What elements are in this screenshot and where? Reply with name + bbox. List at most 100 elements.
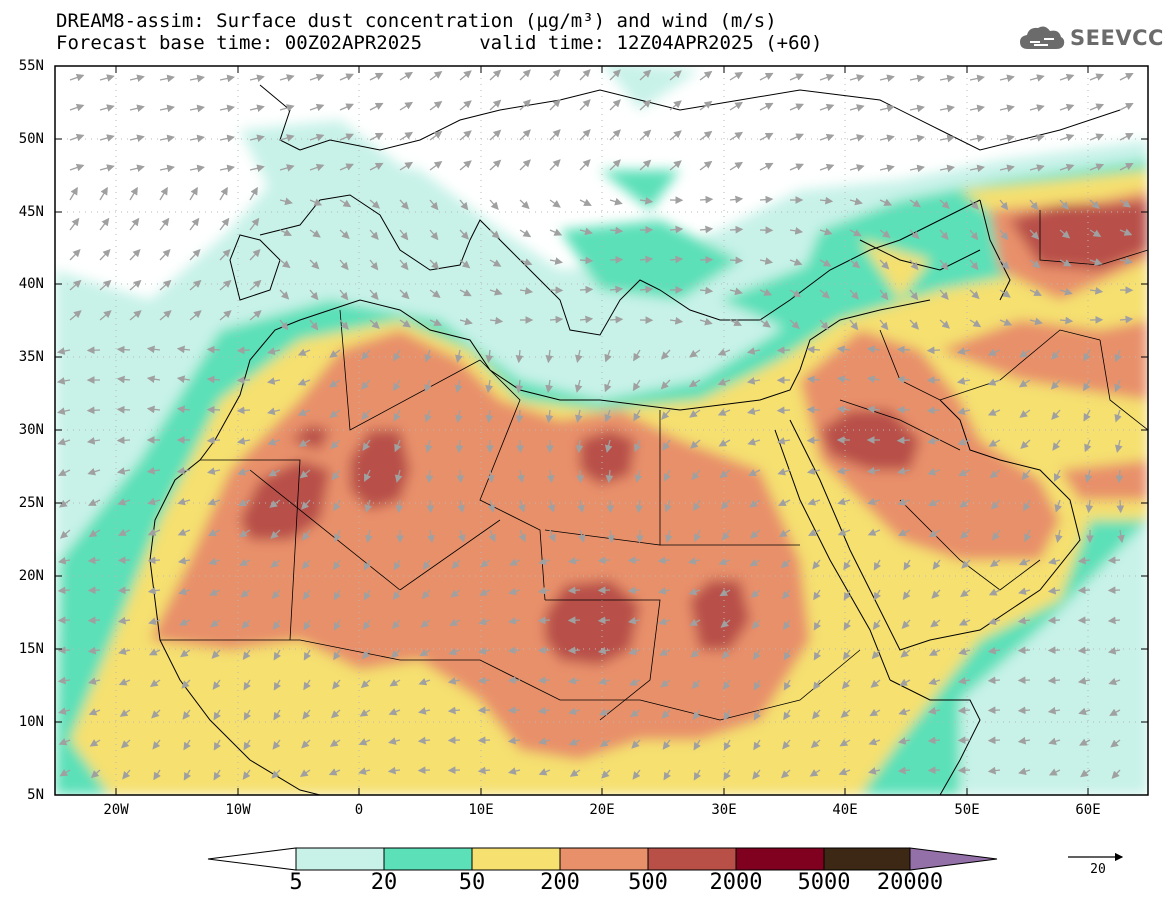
- wind-arrow: [957, 706, 971, 715]
- wind-arrow: [579, 285, 594, 294]
- wind-arrow: [1021, 469, 1031, 481]
- lon-label: 20E: [589, 802, 615, 818]
- wind-arrow: [117, 616, 131, 625]
- wind-arrow: [519, 159, 531, 171]
- wind-arrow: [969, 319, 982, 328]
- wind-arrow: [1089, 199, 1100, 209]
- wind-arrow: [1084, 469, 1093, 483]
- wind-arrow: [219, 279, 232, 291]
- wind-arrow: [1089, 258, 1103, 266]
- wind-arrow: [333, 499, 341, 512]
- wind-arrow: [634, 469, 643, 483]
- wind-arrow: [279, 164, 295, 172]
- wind-arrow: [299, 769, 311, 778]
- wind-arrow: [783, 619, 791, 631]
- wind-arrow: [507, 736, 521, 745]
- wind-arrow: [1107, 556, 1121, 565]
- wind-arrow: [279, 134, 295, 142]
- wind-arrow: [242, 649, 251, 660]
- wind-arrow: [843, 589, 852, 601]
- wind-arrow: [783, 649, 792, 661]
- wind-arrow: [959, 499, 971, 508]
- wind-arrow: [969, 104, 985, 113]
- wind-arrow: [301, 739, 311, 749]
- wind-arrow: [633, 409, 641, 422]
- wind-arrow: [99, 217, 110, 231]
- wind-arrow: [339, 199, 352, 208]
- wind-arrow: [329, 409, 341, 418]
- wind-arrow: [1023, 499, 1031, 512]
- wind-arrow: [425, 469, 434, 484]
- wind-arrow: [159, 74, 175, 83]
- colorbar-label: 2000: [709, 870, 763, 895]
- wind-arrow: [419, 648, 431, 657]
- colorbar-bin-2000-5000: [735, 847, 825, 871]
- wind-arrow: [358, 738, 371, 746]
- wind-arrow: [339, 133, 354, 141]
- wind-arrow: [909, 229, 920, 240]
- wind-arrow: [689, 349, 701, 358]
- wind-arrow: [969, 164, 985, 173]
- wind-arrow: [447, 706, 461, 715]
- wind-arrow: [489, 229, 500, 239]
- wind-arrow: [390, 649, 401, 659]
- wind-arrow: [69, 133, 85, 142]
- wind-arrow: [189, 104, 205, 113]
- wind-arrow: [819, 319, 829, 330]
- wind-arrow: [399, 71, 414, 81]
- wind-arrow: [789, 227, 804, 235]
- wind-arrow: [599, 739, 611, 748]
- wind-arrow: [333, 619, 342, 631]
- wind-arrow: [459, 130, 472, 141]
- wind-arrow: [69, 163, 85, 172]
- wind-arrow: [957, 347, 971, 355]
- wind-arrow: [806, 405, 821, 414]
- wind-arrow: [969, 229, 979, 241]
- wind-arrow: [789, 319, 800, 330]
- wind-arrow: [928, 677, 941, 686]
- wind-arrow: [577, 529, 586, 543]
- wind-arrow: [1017, 646, 1031, 655]
- lat-label: 30N: [18, 422, 44, 438]
- wind-arrow: [189, 186, 198, 201]
- wind-arrow: [999, 318, 1013, 326]
- wind-arrow: [1047, 706, 1061, 715]
- wind-arrow: [117, 498, 131, 506]
- wind-arrow: [868, 737, 881, 746]
- wind-arrow: [1048, 737, 1061, 746]
- wind-arrow: [789, 289, 802, 298]
- wind-arrow: [302, 529, 311, 541]
- wind-arrow: [213, 709, 221, 721]
- wind-arrow: [759, 319, 771, 328]
- wind-arrow: [249, 248, 261, 261]
- wind-arrow: [279, 228, 292, 236]
- wind-arrow: [219, 186, 228, 201]
- wind-arrow: [669, 70, 682, 81]
- wind-arrow: [691, 469, 701, 481]
- wind-arrow: [720, 619, 731, 628]
- wind-arrow: [249, 186, 258, 201]
- wind-arrow: [987, 348, 1001, 356]
- wind-arrow: [69, 248, 81, 261]
- wind-arrow: [1059, 229, 1071, 239]
- wind-arrow: [177, 497, 191, 506]
- wind-arrow: [569, 769, 581, 777]
- wind-arrow: [1024, 529, 1032, 543]
- wind-arrow: [749, 558, 761, 567]
- wind-arrow: [545, 349, 554, 364]
- wind-arrow: [424, 379, 432, 393]
- wind-arrow: [189, 74, 205, 83]
- wind-arrow: [597, 616, 611, 625]
- wind-arrow: [896, 405, 911, 414]
- wind-arrow: [926, 406, 941, 415]
- wind-arrow: [958, 647, 971, 656]
- wind-arrow: [87, 556, 101, 565]
- wind-arrow: [639, 255, 654, 264]
- wind-arrow: [448, 647, 461, 656]
- wind-arrow: [328, 768, 341, 776]
- wind-arrow: [238, 498, 251, 506]
- wind-arrow: [309, 289, 319, 301]
- wind-arrow: [1077, 586, 1091, 595]
- wind-vectors: [56, 69, 1134, 781]
- wind-arrow: [549, 159, 561, 171]
